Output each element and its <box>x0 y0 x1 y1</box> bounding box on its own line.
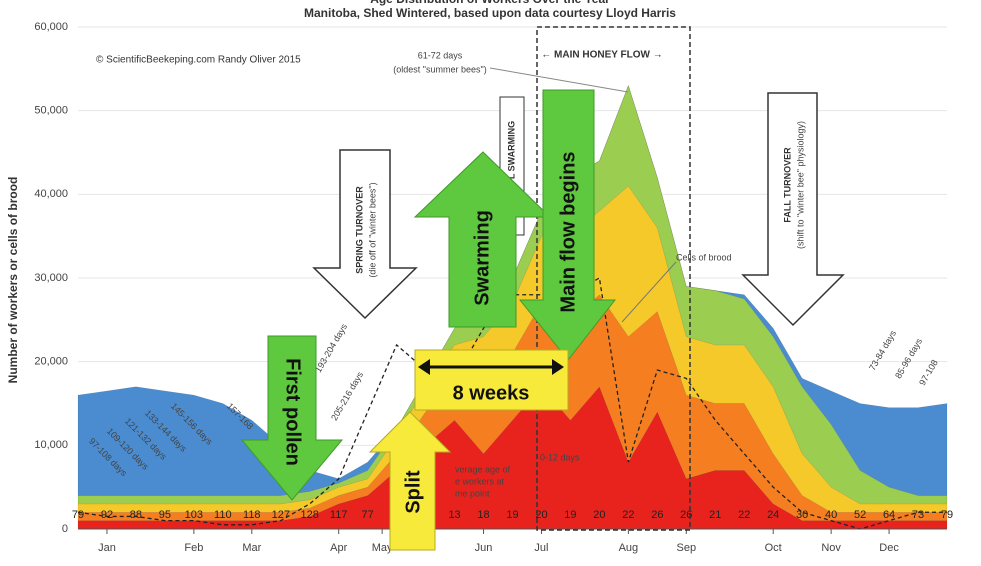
arrowhead <box>552 359 564 375</box>
y-tick-label: 20,000 <box>34 356 68 368</box>
age-label: 118 <box>243 509 261 521</box>
age-label: 127 <box>272 509 290 521</box>
age-label: 20 <box>535 509 547 521</box>
annotation: ← MAIN HONEY FLOW → <box>541 50 662 61</box>
age-label: 73 <box>912 509 924 521</box>
annotation: Cells of brood <box>676 252 732 262</box>
arrow-label: First pollen <box>282 358 304 466</box>
x-tick-label: Apr <box>330 542 347 554</box>
main-flow-arrow <box>518 89 617 361</box>
x-tick-label: Jun <box>475 542 493 554</box>
age-label: 13 <box>448 509 460 521</box>
arrow-label: Swarming <box>471 210 493 306</box>
age-label: 24 <box>767 509 779 521</box>
age-label: 88 <box>130 509 142 521</box>
annotation: me point <box>455 488 490 498</box>
y-axis-label: Number of workers or cells of brood <box>6 177 20 384</box>
arrow-label: Split <box>402 470 424 514</box>
annotation: e workers at <box>455 476 505 486</box>
x-tick-label: Jul <box>534 542 548 554</box>
x-tick-label: Aug <box>619 542 639 554</box>
annotation: verage age of <box>455 464 511 474</box>
y-tick-label: 0 <box>62 523 68 535</box>
annotation: SPRING TURNOVER <box>354 186 364 274</box>
age-label: 22 <box>622 509 634 521</box>
x-tick-label: Mar <box>242 542 261 554</box>
leader-line <box>621 261 677 323</box>
annotation: (oldest "summer bees") <box>393 64 486 74</box>
age-label: 19 <box>506 509 518 521</box>
age-label: 21 <box>709 509 721 521</box>
x-tick-label: Dec <box>879 542 899 554</box>
age-label: 79 <box>72 509 84 521</box>
annotation: FALL TURNOVER <box>782 147 792 223</box>
age-label: 22 <box>738 509 750 521</box>
age-label: 117 <box>330 509 348 521</box>
age-label: 52 <box>854 509 866 521</box>
annotation: L SWARMING <box>506 121 516 179</box>
age-label: 103 <box>185 509 203 521</box>
age-label: 92 <box>101 509 113 521</box>
age-label: 79 <box>941 509 953 521</box>
age-label: 20 <box>593 509 605 521</box>
y-tick-label: 30,000 <box>34 272 68 284</box>
age-label: 40 <box>825 509 837 521</box>
y-tick-label: 50,000 <box>34 105 68 117</box>
x-tick-label: Feb <box>184 542 203 554</box>
spring-arrow <box>312 149 418 320</box>
chart-subtitle: Manitoba, Shed Wintered, based upon data… <box>304 6 676 20</box>
age-label: 128 <box>301 509 319 521</box>
arrow-label: Main flow begins <box>557 151 579 312</box>
first-pollen-arrow <box>240 335 344 501</box>
y-tick-label: 10,000 <box>34 439 68 451</box>
annotation: 61-72 days <box>418 50 463 60</box>
fall-arrow <box>741 92 845 327</box>
honey-flow-box <box>536 26 691 531</box>
age-label: 110 <box>214 509 232 521</box>
x-tick-label: Oct <box>765 542 782 554</box>
x-tick-label: Nov <box>821 542 841 554</box>
copyright: © ScientificBeekeping.com Randy Oliver 2… <box>96 55 301 66</box>
y-tick-label: 60,000 <box>34 21 68 33</box>
age-label: 95 <box>159 509 171 521</box>
age-label: 26 <box>651 509 663 521</box>
eight-weeks-box <box>414 349 569 411</box>
annotation: (die off of "winter bees") <box>367 182 377 277</box>
age-label: 19 <box>564 509 576 521</box>
age-label: 30 <box>796 509 808 521</box>
chart-title: Age Distribution of Workers Over the Yea… <box>370 0 610 6</box>
age-label: 64 <box>883 509 895 521</box>
age-label: 77 <box>362 509 374 521</box>
annotation: 0-12 days <box>540 452 580 462</box>
leader-line <box>489 67 629 93</box>
y-tick-label: 40,000 <box>34 188 68 200</box>
age-label: 18 <box>477 509 489 521</box>
x-tick-label: May <box>372 542 393 554</box>
x-tick-label: Sep <box>677 542 697 554</box>
annotation: (shift to "winter bee" physiology) <box>795 121 805 249</box>
split-arrow <box>368 411 452 551</box>
x-tick-label: Jan <box>98 542 116 554</box>
arrow-label: 8 weeks <box>453 382 530 404</box>
arrowhead <box>418 359 430 375</box>
